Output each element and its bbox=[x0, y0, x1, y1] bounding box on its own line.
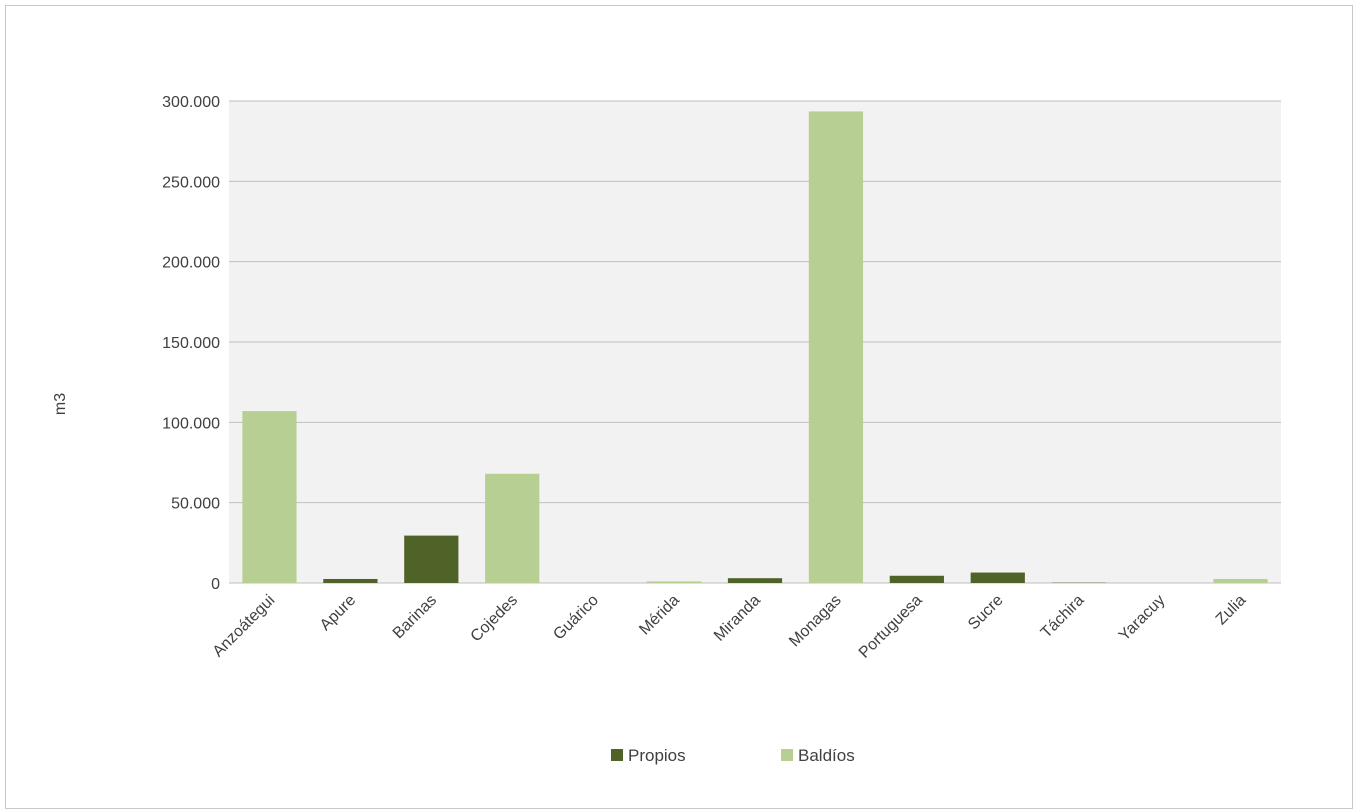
bar-bald-os-0 bbox=[242, 411, 297, 583]
bars bbox=[242, 111, 1268, 584]
legend-swatch bbox=[781, 749, 793, 761]
bar-bald-os-7 bbox=[808, 111, 864, 584]
x-tick-label: Táchira bbox=[1038, 592, 1088, 642]
bar-propios-2 bbox=[404, 535, 459, 583]
y-tick-labels: 0 50.000 100.000 150.000 200.000 250.000 300.0… bbox=[162, 94, 220, 593]
bar-propios-1 bbox=[323, 578, 378, 583]
bar-bald-os-12 bbox=[1213, 578, 1268, 583]
x-tick-label: Zulia bbox=[1213, 592, 1250, 629]
x-tick-label: Apure bbox=[317, 592, 359, 634]
y-tick-label: 100.000 bbox=[162, 415, 220, 432]
legend: Propios Baldíos bbox=[611, 746, 855, 765]
y-tick-label: 250.000 bbox=[162, 174, 220, 191]
y-tick-label: 200.000 bbox=[162, 255, 220, 272]
bar-propios-9 bbox=[970, 572, 1025, 583]
x-tick-label: Barinas bbox=[390, 592, 440, 642]
y-tick-label: 150.000 bbox=[162, 335, 220, 352]
x-tick-label: Miranda bbox=[711, 592, 764, 645]
x-tick-label: Yaracuy bbox=[1116, 592, 1169, 645]
legend-label: Propios bbox=[628, 746, 686, 765]
bar-bald-os-5 bbox=[646, 581, 702, 583]
x-tick-label: Guárico bbox=[550, 592, 602, 644]
y-tick-label: 0 bbox=[211, 576, 220, 593]
bar-propios-8 bbox=[889, 575, 944, 583]
legend-label: Baldíos bbox=[798, 746, 855, 765]
x-tick-label: Portuguesa bbox=[856, 592, 926, 662]
bar-bald-os-3 bbox=[485, 473, 540, 583]
y-tick-label: 300.000 bbox=[162, 94, 220, 111]
x-tick-label: Cojedes bbox=[468, 592, 522, 646]
bar-propios-6 bbox=[727, 578, 783, 583]
x-tick-label: Sucre bbox=[965, 592, 1007, 634]
x-tick-label: Monagas bbox=[786, 592, 845, 651]
y-axis-label: m3 bbox=[52, 393, 69, 415]
legend-swatch bbox=[611, 749, 623, 761]
x-tick-label: Anzoátegui bbox=[210, 592, 279, 661]
x-tick-label: Mérida bbox=[636, 592, 683, 639]
y-tick-label: 50.000 bbox=[171, 496, 220, 513]
x-tick-labels: Anzoátegui Apure Barinas Cojedes Guárico Méri… bbox=[210, 592, 1250, 662]
gridlines bbox=[229, 100, 1281, 584]
